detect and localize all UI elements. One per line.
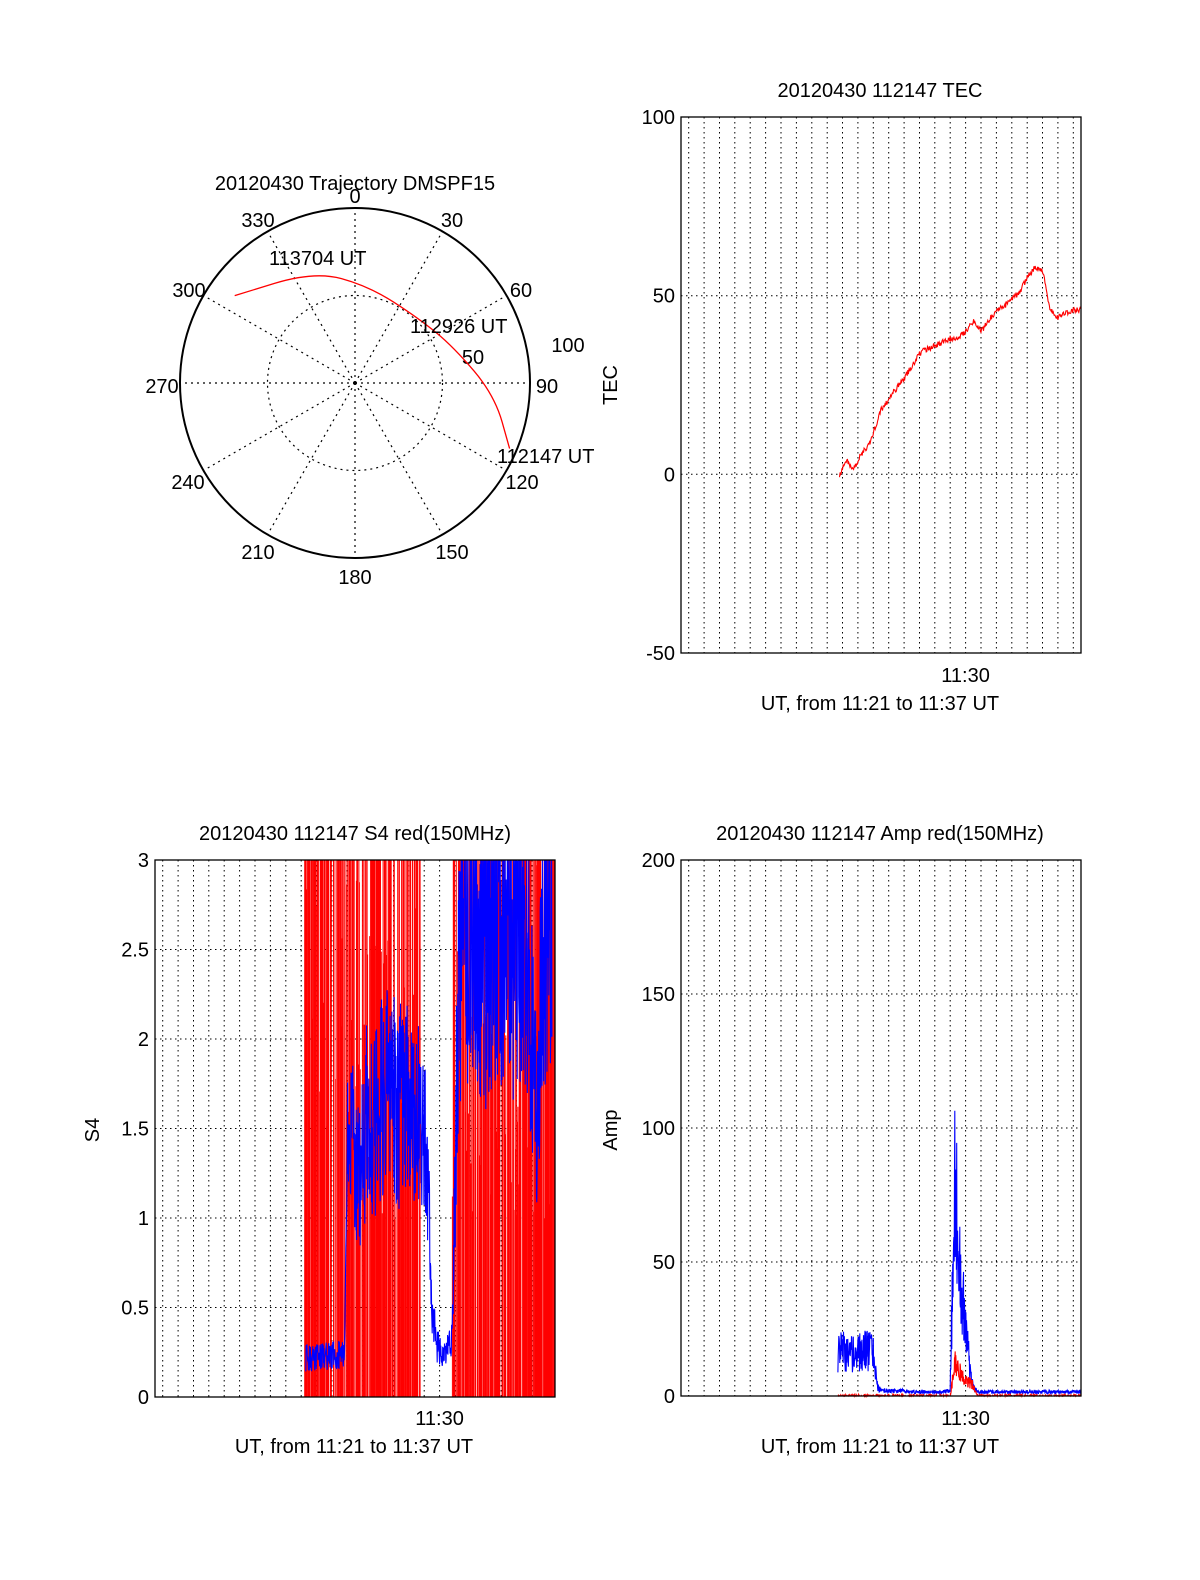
trajectory-panel: 20120430 Trajectory DMSPF15 0 30 60 90 1…	[145, 173, 594, 589]
amp-x-axis-label: UT, from 11:21 to 11:37 UT	[761, 1436, 999, 1458]
s4-x-tick-label: 11:30	[415, 1408, 464, 1430]
amp-title: 20120430 112147 Amp red(150MHz)	[716, 823, 1044, 845]
polar-ring-50	[266, 294, 444, 472]
tec-series	[838, 265, 1082, 478]
az-label-270: 270	[145, 376, 178, 398]
tec-plot-frame	[680, 116, 1082, 654]
s4-y-tick-label: 1.5	[121, 1119, 149, 1141]
s4-plot-frame	[154, 859, 556, 1398]
polar-spoke-150	[354, 382, 444, 535]
tec-y-tick-label: -50	[646, 643, 675, 665]
amp-plot-frame	[680, 859, 1082, 1397]
tec-x-axis-label: UT, from 11:21 to 11:37 UT	[761, 693, 999, 715]
amp-panel: 20120430 112147 Amp red(150MHz) 0 50 100 15…	[600, 823, 1082, 1458]
azimuth-labels: 0 30 60 90 120 150 180 210 240 270 300 3…	[145, 186, 558, 589]
tec-x-tick-label: 11:30	[941, 665, 990, 687]
az-label-60: 60	[510, 280, 532, 302]
s4-y-tick-label: 2.5	[121, 940, 149, 962]
amp-y-ticks: 0 50 100 150 200	[642, 850, 675, 1408]
annotation-112147-ut: 112147 UT	[497, 446, 594, 468]
az-label-240: 240	[171, 472, 204, 494]
polar-spoke-330	[266, 231, 356, 384]
polar-spoke-210	[266, 382, 356, 535]
amp-y-axis-label: Amp	[600, 1109, 622, 1150]
polar-spoke-120	[354, 382, 507, 472]
annotation-112926-ut: 112926 UT	[410, 316, 507, 338]
az-label-120: 120	[505, 472, 538, 494]
s4-y-axis-label: S4	[82, 1118, 104, 1142]
tec-y-tick-label: 100	[642, 107, 675, 129]
s4-title: 20120430 112147 S4 red(150MHz)	[199, 823, 511, 845]
az-label-0: 0	[349, 186, 360, 208]
tec-y-axis-label: TEC	[600, 365, 622, 405]
amp-y-tick-label: 50	[653, 1252, 675, 1274]
amp-y-tick-label: 100	[642, 1118, 675, 1140]
tec-y-ticks: -50 0 50 100	[642, 107, 675, 665]
radial-label-100: 100	[551, 335, 584, 357]
amp-y-tick-label: 150	[642, 984, 675, 1006]
az-label-300: 300	[172, 280, 205, 302]
trajectory-title: 20120430 Trajectory DMSPF15	[215, 173, 495, 195]
amp-series-blue	[837, 1110, 1082, 1396]
annotation-113704-ut: 113704 UT	[269, 248, 366, 270]
amp-grid	[681, 860, 1081, 1396]
az-label-90: 90	[536, 376, 558, 398]
polar-spoke-60	[354, 294, 507, 384]
s4-series	[304, 859, 555, 1397]
tec-series-red	[838, 265, 1082, 478]
s4-y-tick-label: 0.5	[121, 1298, 149, 1320]
az-label-180: 180	[338, 567, 371, 589]
amp-y-tick-label: 200	[642, 850, 675, 872]
amp-series	[837, 1110, 1082, 1399]
trajectory-track	[234, 275, 511, 449]
polar-spoke-240	[203, 382, 356, 472]
polar-spokes	[180, 208, 530, 558]
tec-grid	[681, 117, 1081, 653]
s4-x-axis-label: UT, from 11:21 to 11:37 UT	[235, 1436, 473, 1458]
polar-spoke-300	[203, 294, 356, 384]
az-label-330: 330	[241, 210, 274, 232]
s4-y-tick-label: 2	[138, 1029, 149, 1051]
polar-spoke-30	[354, 231, 444, 384]
az-label-210: 210	[241, 542, 274, 564]
amp-x-tick-label: 11:30	[941, 1408, 990, 1430]
s4-y-tick-label: 0	[138, 1387, 149, 1409]
s4-y-tick-label: 1	[138, 1208, 149, 1230]
az-label-30: 30	[441, 210, 463, 232]
radial-label-50: 50	[462, 347, 484, 369]
tec-y-tick-label: 50	[653, 286, 675, 308]
s4-series-blue	[305, 859, 553, 1372]
s4-y-tick-label: 3	[138, 850, 149, 872]
az-label-150: 150	[435, 542, 468, 564]
tec-panel: 20120430 112147 TEC -50 0 50 100 11:30 UT, …	[600, 80, 1082, 715]
s4-y-ticks: 0 0.5 1 1.5 2 2.5 3	[121, 850, 149, 1409]
amp-y-tick-label: 0	[664, 1386, 675, 1408]
tec-y-tick-label: 0	[664, 464, 675, 486]
tec-title: 20120430 112147 TEC	[778, 80, 983, 102]
s4-panel: 20120430 112147 S4 red(150MHz) 0 0.5 1 1.5 2…	[82, 823, 556, 1458]
